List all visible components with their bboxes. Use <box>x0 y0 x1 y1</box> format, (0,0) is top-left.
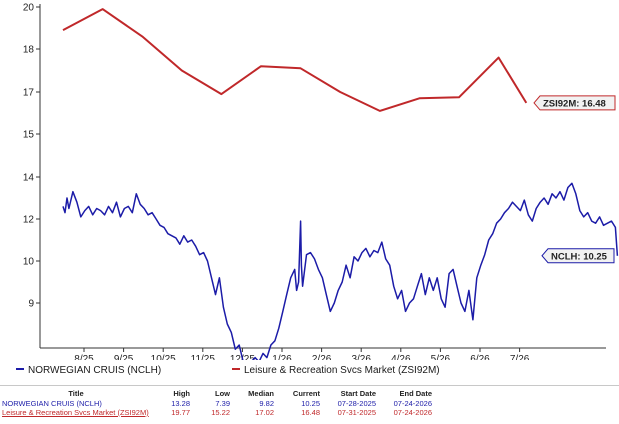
stats-row-ncl: NORWEGIAN CRUIS (NCLH) 13.28 7.39 9.82 1… <box>0 399 619 409</box>
stats-high-ncl: 13.28 <box>171 399 190 408</box>
x-tick-label: 6/26 <box>470 354 490 360</box>
x-tick-label: 5/26 <box>431 354 451 360</box>
x-tick-label: 2/26 <box>312 354 332 360</box>
stats-low-ncl: 7.39 <box>215 399 230 408</box>
y-tick-label: 14 <box>23 173 35 184</box>
stats-end-ncl: 07-24-2026 <box>393 399 432 408</box>
legend-item-ncl: NORWEGIAN CRUIS (NCLH) <box>16 365 161 376</box>
callout-box-zsi <box>533 95 616 111</box>
callout-box-ncl <box>541 248 615 264</box>
callout-label-zsi: ZSI92M: 16.48 <box>543 98 606 109</box>
stats-header-start-date: Start Date <box>340 389 376 398</box>
stats-end-zsi: 07-24-2026 <box>393 408 432 417</box>
callout-ncl: NCLH: 10.25 <box>541 248 615 264</box>
stats-header-end-date: End Date <box>399 389 432 398</box>
x-tick-label: 7/26 <box>510 354 530 360</box>
stats-median-ncl: 9.82 <box>259 399 274 408</box>
legend-item-zsi: Leisure & Recreation Svcs Market (ZSI92M… <box>232 365 440 376</box>
stats-low-zsi: 15.22 <box>211 408 230 417</box>
stats-start-ncl: 07-28-2025 <box>337 399 376 408</box>
y-tick-label: 15 <box>23 130 35 141</box>
legend-swatch-ncl <box>16 368 24 371</box>
callout-zsi: ZSI92M: 16.48 <box>533 95 616 111</box>
chart-axes <box>39 4 606 349</box>
legend-divider <box>0 385 619 386</box>
legend-label-ncl: NORWEGIAN CRUIS (NCLH) <box>28 365 162 376</box>
stats-row-zsi: Leisure & Recreation Svcs Market (ZSI92M… <box>0 408 619 418</box>
stats-high-zsi: 19.77 <box>171 408 190 417</box>
stats-header-row: Title High Low Median Current Start Date… <box>0 389 619 399</box>
x-axis-ticks: 8/25 9/25 10/25 11/25 12/25 1/26 2/26 3/26 4/26 5… <box>74 348 530 360</box>
value-callouts: NCLH: 10.25 ZSI92M: 16.48 <box>533 95 616 264</box>
stats-title-zsi: Leisure & Recreation Svcs Market (ZSI92M… <box>2 408 149 417</box>
x-tick-label: 9/25 <box>114 354 134 360</box>
x-tick-label: 11/25 <box>191 354 216 360</box>
stats-header-current: Current <box>292 389 320 398</box>
stats-header-high: High <box>173 389 190 398</box>
stats-header-median: Median <box>248 389 274 398</box>
stats-current-zsi: 16.48 <box>301 408 320 417</box>
x-tick-label: 3/26 <box>351 354 371 360</box>
y-tick-label: 12 <box>23 215 35 226</box>
x-tick-label: 1/26 <box>272 354 292 360</box>
x-tick-label: 10/25 <box>151 354 176 360</box>
y-tick-label: 10 <box>23 257 35 268</box>
y-axis-ticks: 9 10 12 14 15 17 18 20 <box>23 3 40 310</box>
stats-median-zsi: 17.02 <box>255 408 274 417</box>
stats-start-zsi: 07-31-2025 <box>337 408 376 417</box>
stats-header-title: Title <box>68 389 84 398</box>
legend-label-zsi: Leisure & Recreation Svcs Market (ZSI92M… <box>244 365 440 376</box>
legend-swatch-zsi <box>232 368 240 371</box>
chart-series <box>62 8 619 360</box>
y-tick-label: 18 <box>23 45 35 56</box>
series-line-ncl <box>62 182 619 360</box>
y-tick-label: 17 <box>23 88 35 99</box>
callout-label-ncl: NCLH: 10.25 <box>551 251 608 262</box>
x-tick-label: 4/26 <box>391 354 411 360</box>
x-tick-label: 8/25 <box>74 354 94 360</box>
chart-legend: NORWEGIAN CRUIS (NCLH) Leisure & Recreat… <box>0 365 619 379</box>
plot-background <box>40 4 606 348</box>
y-tick-label: 20 <box>23 3 35 14</box>
stats-header-low: Low <box>215 389 230 398</box>
series-line-zsi <box>62 8 528 112</box>
y-tick-label: 9 <box>28 299 34 310</box>
stats-title-ncl: NORWEGIAN CRUIS (NCLH) <box>2 399 102 408</box>
stats-current-ncl: 10.25 <box>301 399 320 408</box>
